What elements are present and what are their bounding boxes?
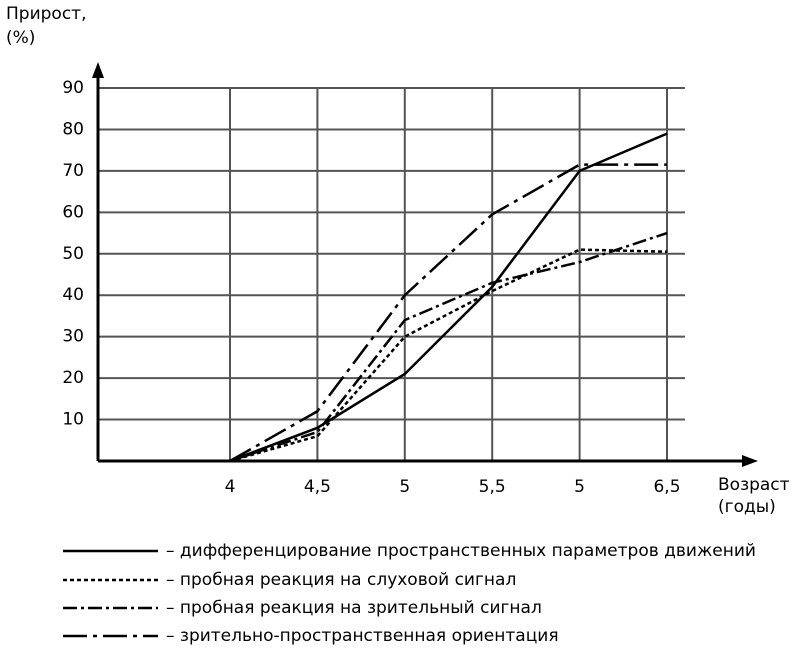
legend-label: – дифференцирование пространственных пар…: [166, 541, 756, 561]
x-tick-label: 5: [574, 477, 585, 497]
legend-label: – зрительно-пространственная ориентация: [166, 626, 559, 646]
y-tick-label: 40: [62, 285, 84, 305]
x-tick-label: 4: [225, 477, 236, 497]
y-tick-label: 20: [62, 368, 84, 388]
y-axis-arrow: [92, 62, 104, 78]
y-tick-label: 50: [62, 244, 84, 264]
x-tick-label: 4,5: [304, 477, 331, 497]
plot: [229, 132, 668, 463]
series-line: [229, 248, 668, 463]
x-axis-arrow: [742, 455, 758, 467]
y-tick-label: 30: [62, 327, 84, 347]
legend-label: – пробная реакция на зрительный сигнал: [166, 598, 542, 618]
y-axis-label: (%): [6, 28, 35, 48]
series-line: [229, 231, 668, 463]
x-axis-label: (годы): [718, 497, 776, 517]
x-tick-label: 5: [399, 477, 410, 497]
series-line: [229, 132, 668, 463]
y-tick-label: 80: [62, 119, 84, 139]
y-tick-label: 90: [62, 78, 84, 98]
y-tick-label: 70: [62, 161, 84, 181]
grid: [98, 87, 685, 461]
y-axis-label: Прирост,: [6, 4, 86, 24]
series-line: [229, 163, 667, 463]
x-tick-label: 6,5: [653, 477, 680, 497]
x-tick-label: 5,5: [479, 477, 506, 497]
x-axis-label: Возраст: [718, 475, 790, 495]
y-tick-label: 60: [62, 202, 84, 222]
y-tick-label: 10: [62, 410, 84, 430]
legend-label: – пробная реакция на слуховой сигнал: [166, 570, 516, 590]
